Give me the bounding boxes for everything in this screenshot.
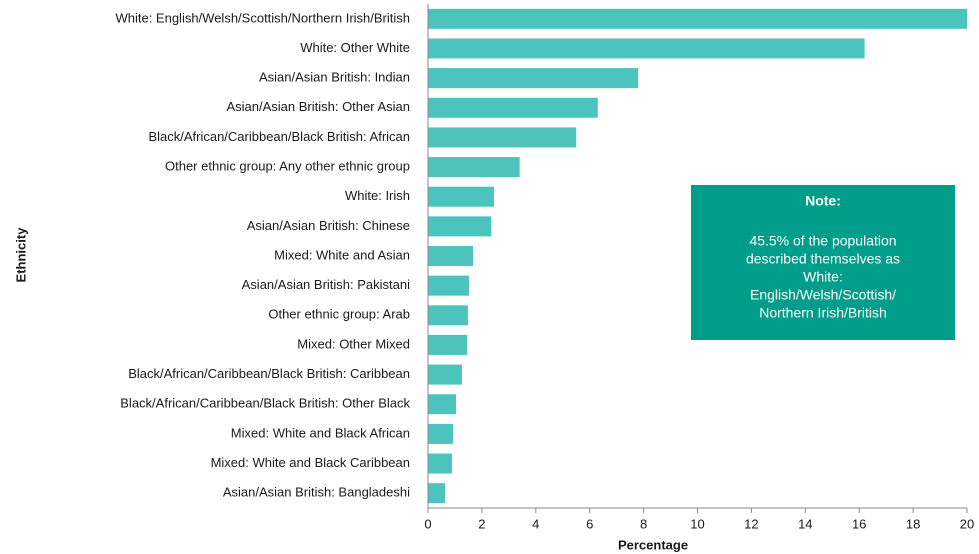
bar — [428, 246, 474, 266]
x-tick-label: 18 — [906, 516, 920, 531]
x-tick-label: 20 — [960, 516, 974, 531]
y-tick-label: White: Irish — [345, 188, 410, 203]
y-tick-label: Asian/Asian British: Other Asian — [226, 99, 410, 114]
y-tick-label: Other ethnic group: Any other ethnic gro… — [165, 158, 410, 173]
bar — [428, 453, 452, 474]
y-axis-label: Ethnicity — [13, 227, 28, 283]
y-tick-label: Asian/Asian British: Indian — [259, 70, 410, 85]
y-tick-label: Asian/Asian British: Chinese — [247, 218, 410, 233]
bar — [428, 334, 468, 355]
note-text: White: — [803, 269, 843, 285]
bar — [428, 216, 492, 237]
note-title: Note: — [805, 193, 841, 209]
bar — [428, 38, 865, 59]
y-tick-label: Mixed: White and Black Caribbean — [211, 455, 410, 470]
note-box — [691, 185, 955, 340]
y-tick-label: Black/African/Caribbean/Black British: C… — [128, 366, 410, 381]
bar — [428, 423, 454, 444]
x-tick-label: 12 — [744, 516, 758, 531]
note-text: Northern Irish/British — [759, 305, 887, 321]
x-tick-label: 2 — [478, 516, 485, 531]
bar — [428, 8, 967, 29]
y-tick-label: Mixed: White and Asian — [274, 247, 410, 262]
note-text: 45.5% of the population — [749, 233, 896, 249]
x-tick-label: 10 — [690, 516, 704, 531]
x-tick-label: 4 — [532, 516, 539, 531]
x-tick-label: 16 — [852, 516, 866, 531]
note-text: English/Welsh/Scottish/ — [750, 287, 896, 303]
y-tick-label: Black/African/Caribbean/Black British: O… — [120, 396, 410, 411]
bar — [428, 157, 520, 178]
x-tick-label: 6 — [586, 516, 593, 531]
bars — [428, 8, 967, 504]
bar — [428, 97, 598, 118]
x-tick-label: 8 — [640, 516, 647, 531]
y-tick-label: Other ethnic group: Arab — [268, 307, 410, 322]
x-tick-label: 0 — [424, 516, 431, 531]
y-tick-label: Asian/Asian British: Pakistani — [242, 277, 410, 292]
bar — [428, 275, 469, 296]
bar — [428, 394, 457, 415]
bar — [428, 364, 462, 385]
bar — [428, 186, 495, 207]
bar — [428, 483, 445, 504]
bar — [428, 127, 577, 148]
bar — [428, 68, 639, 89]
y-tick-label: Black/African/Caribbean/Black British: A… — [148, 129, 410, 144]
y-tick-label: Mixed: Other Mixed — [297, 336, 410, 351]
note-text: described themselves as — [746, 251, 900, 267]
x-tick-label: 14 — [798, 516, 812, 531]
y-tick-label: White: English/Welsh/Scottish/Northern I… — [115, 10, 410, 25]
bar — [428, 305, 468, 326]
y-tick-label: White: Other White — [300, 40, 410, 55]
y-tick-label: Mixed: White and Black African — [231, 425, 410, 440]
y-tick-label: Asian/Asian British: Bangladeshi — [223, 485, 410, 500]
x-axis-label: Percentage — [618, 537, 688, 552]
